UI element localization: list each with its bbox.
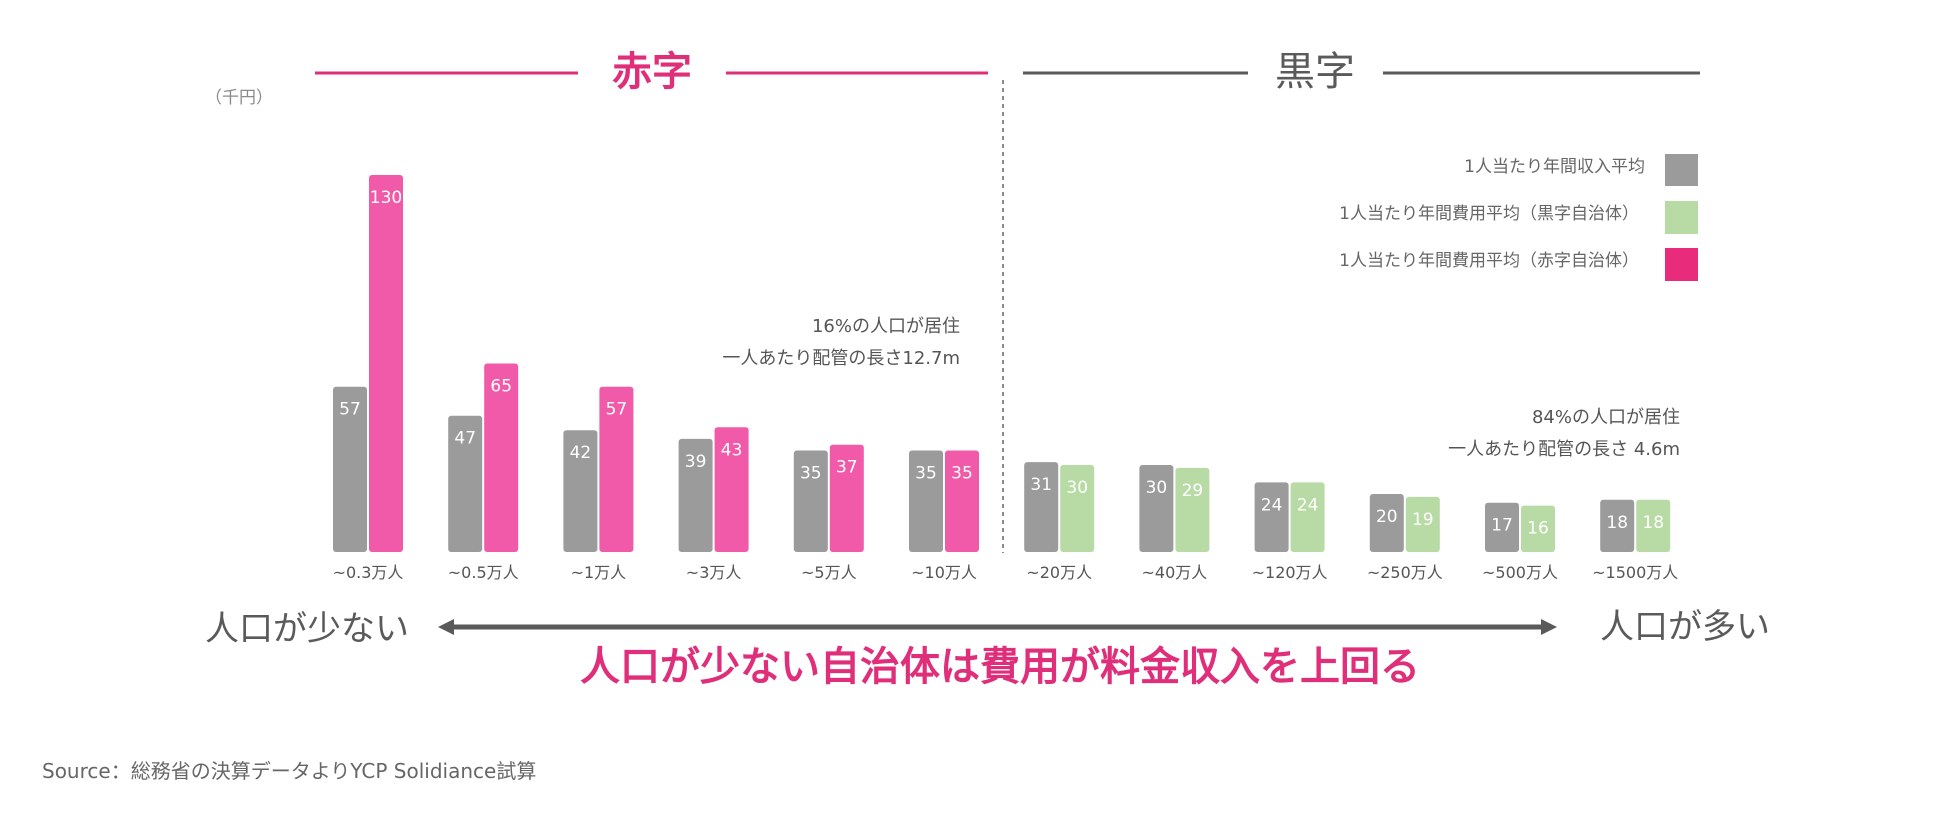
legend-swatch-cost-surplus — [1665, 201, 1698, 234]
category-label-4: ~3万人 — [686, 563, 742, 582]
surplus-section-label: 黒字 — [1275, 49, 1355, 95]
legend-swatch-income — [1665, 154, 1698, 186]
bar-income-5 — [793, 450, 828, 552]
bar-cost-surplus-11 — [1521, 505, 1555, 552]
population-arrow — [438, 619, 1557, 635]
annotation-right-line2: 一人あたり配管の長さ 4.6m — [1448, 439, 1680, 460]
category-label-2: ~0.5万人 — [448, 563, 519, 582]
category-label-1: ~0.3万人 — [333, 563, 404, 582]
bar-cost-surplus-10 — [1405, 496, 1440, 552]
bar-income-8 — [1139, 465, 1174, 552]
bar-cost-deficit-6 — [945, 450, 979, 552]
bar-income-6 — [909, 450, 943, 552]
category-label-6: ~10万人 — [911, 563, 977, 582]
value-label-cost-7: 30 — [1066, 478, 1088, 498]
value-label-income-5: 35 — [800, 464, 822, 484]
bar-cost-deficit-1 — [369, 175, 403, 552]
category-label-3: ~1万人 — [571, 563, 627, 582]
bar-cost-surplus-7 — [1060, 465, 1095, 552]
value-label-income-3: 42 — [570, 443, 592, 463]
category-label-11: ~500万人 — [1482, 563, 1558, 582]
value-label-cost-11: 16 — [1527, 519, 1549, 539]
bar-income-1 — [333, 386, 367, 552]
category-label-5: ~5万人 — [801, 563, 857, 582]
bar-income-9 — [1254, 482, 1289, 552]
legend-label-cost-deficit: 1人当たり年間費用平均（赤字自治体） — [1339, 251, 1639, 271]
bar-cost-surplus-8 — [1175, 467, 1210, 552]
value-label-income-1: 57 — [339, 400, 361, 420]
legend: 1人当たり年間収入平均 1人当たり年間費用平均（黒字自治体） 1人当たり年間費用… — [1339, 154, 1698, 281]
value-label-cost-6: 35 — [951, 464, 973, 484]
value-label-income-2: 47 — [454, 429, 476, 449]
bar-income-10 — [1369, 494, 1404, 552]
unit-label: （千円） — [205, 88, 273, 108]
bar-cost-deficit-3 — [599, 386, 634, 552]
category-label-7: ~20万人 — [1026, 563, 1092, 582]
value-label-cost-5: 37 — [836, 458, 858, 478]
value-label-cost-1: 130 — [370, 188, 402, 208]
value-label-income-12: 18 — [1606, 513, 1628, 533]
value-label-income-4: 39 — [685, 452, 707, 472]
bar-income-12 — [1600, 499, 1635, 552]
value-label-income-8: 30 — [1146, 478, 1168, 498]
value-label-cost-8: 29 — [1182, 481, 1204, 501]
value-label-cost-12: 18 — [1642, 513, 1664, 533]
bar-income-11 — [1485, 502, 1519, 552]
bar-cost-deficit-4 — [714, 427, 749, 552]
annotation-left-line1: 16%の人口が居住 — [812, 316, 960, 337]
value-label-income-7: 31 — [1030, 475, 1052, 495]
legend-label-cost-surplus: 1人当たり年間費用平均（黒字自治体） — [1339, 204, 1639, 224]
value-label-income-11: 17 — [1491, 516, 1513, 536]
bars-group: 57 130 ~0.3万人 47 65 ~0.5万人 42 57 ~1万人 39 43 ~3万人 35 3… — [333, 175, 1678, 582]
annotation-left-line2: 一人あたり配管の長さ12.7m — [722, 348, 960, 369]
category-label-8: ~40万人 — [1142, 563, 1208, 582]
category-label-12: ~1500万人 — [1592, 563, 1678, 582]
deficit-section-label: 赤字 — [612, 49, 692, 95]
bar-cost-deficit-2 — [484, 363, 519, 552]
value-label-cost-2: 65 — [490, 377, 512, 397]
bar-cost-surplus-12 — [1636, 499, 1671, 552]
bar-cost-deficit-5 — [829, 444, 864, 552]
annotation-right-line1: 84%の人口が居住 — [1532, 407, 1680, 428]
value-label-cost-10: 19 — [1412, 510, 1434, 530]
headline: 人口が少ない自治体は費用が料金収入を上回る — [580, 644, 1420, 690]
value-label-income-9: 24 — [1261, 495, 1283, 515]
value-label-income-10: 20 — [1376, 507, 1398, 527]
axis-end-right: 人口が多い — [1600, 607, 1770, 647]
bar-income-7 — [1024, 462, 1059, 552]
category-label-9: ~120万人 — [1252, 563, 1328, 582]
value-label-income-6: 35 — [915, 464, 937, 484]
legend-swatch-cost-deficit — [1665, 248, 1698, 281]
source-note: Source：総務省の決算データよりYCP Solidiance試算 — [42, 759, 536, 783]
bar-income-4 — [678, 438, 713, 552]
value-label-cost-3: 57 — [606, 400, 628, 420]
axis-end-left: 人口が少ない — [205, 609, 409, 649]
bar-income-3 — [563, 430, 598, 552]
value-label-cost-9: 24 — [1297, 495, 1319, 515]
value-label-cost-4: 43 — [721, 440, 743, 460]
bar-income-2 — [448, 415, 483, 552]
bar-cost-surplus-9 — [1290, 482, 1325, 552]
legend-label-income: 1人当たり年間収入平均 — [1464, 157, 1645, 177]
category-label-10: ~250万人 — [1367, 563, 1443, 582]
